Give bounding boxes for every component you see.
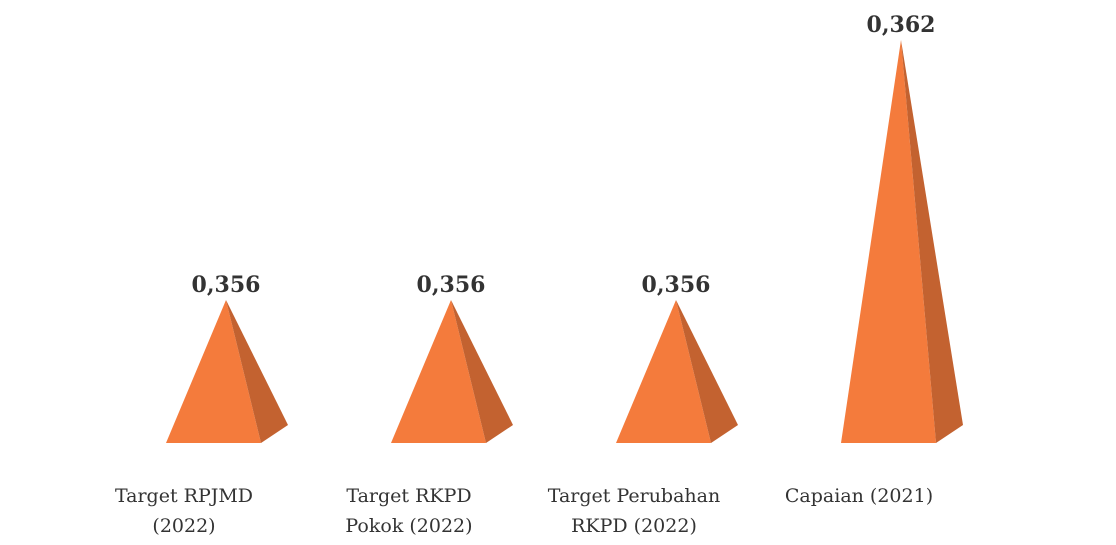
pyramid-front: [616, 300, 711, 443]
pyramid-front: [841, 40, 936, 443]
x-tick-label: Capaian (2021): [785, 485, 933, 507]
value-label: 0,356: [642, 272, 711, 298]
x-tick-label: (2022): [152, 515, 215, 537]
pyramid-side: [226, 300, 288, 443]
value-label: 0,362: [867, 12, 936, 38]
value-label: 0,356: [192, 272, 261, 298]
pyramid: [166, 300, 288, 443]
pyramid-side: [901, 40, 963, 443]
pyramid-front: [166, 300, 261, 443]
pyramid-side: [451, 300, 513, 443]
x-tick-label: Pokok (2022): [345, 515, 472, 537]
pyramid: [616, 300, 738, 443]
x-tick-label: RKPD (2022): [571, 515, 697, 537]
pyramid: [841, 40, 963, 443]
value-label: 0,356: [417, 272, 486, 298]
x-tick-label: Target Perubahan: [548, 485, 720, 507]
pyramid: [391, 300, 513, 443]
x-tick-label: Target RKPD: [346, 485, 471, 507]
x-tick-label: Target RPJMD: [115, 485, 253, 507]
pyramid-side: [676, 300, 738, 443]
pyramid-front: [391, 300, 486, 443]
